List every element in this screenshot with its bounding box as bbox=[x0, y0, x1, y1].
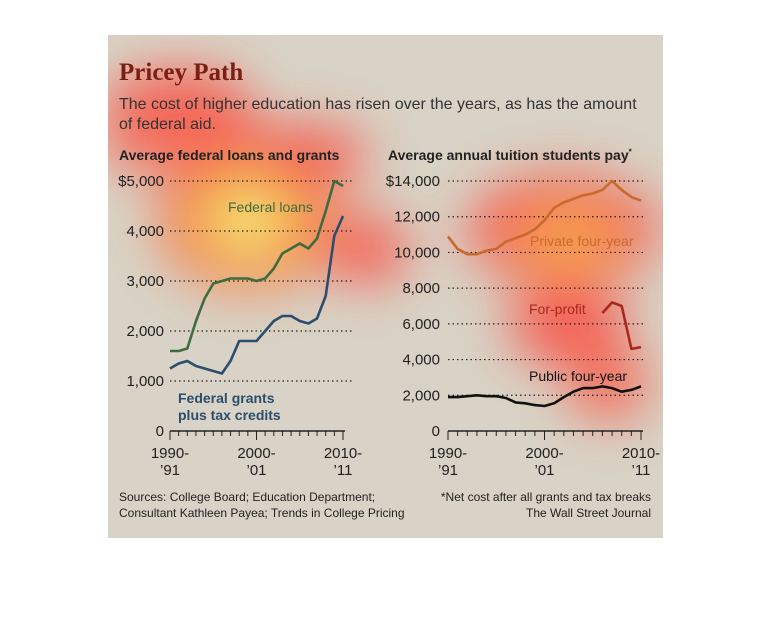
right-panel-title: Average annual tuition students pay* bbox=[388, 147, 632, 163]
x-tick-label: ’91 bbox=[160, 462, 180, 479]
y-tick-label: 10,000 bbox=[394, 244, 440, 261]
series-label-private: Private four-year bbox=[530, 233, 634, 249]
chart-title: Pricey Path bbox=[119, 59, 244, 86]
y-tick-label: 0 bbox=[156, 423, 164, 440]
left-chart: 0 1,000 2,000 3,000 4,000 $5,000 1990-’91 2000-… bbox=[118, 173, 362, 479]
right-panel-title-mark: * bbox=[628, 147, 632, 157]
x-tick-label: 2010- bbox=[324, 445, 362, 462]
x-tick-label: ’01 bbox=[246, 462, 266, 479]
series-label-federal-loans: Federal loans bbox=[228, 199, 313, 215]
y-tick-label: 4,000 bbox=[126, 223, 164, 240]
series-line-1 bbox=[170, 179, 344, 353]
x-tick-label: 2010- bbox=[622, 445, 660, 462]
y-tick-label: $14,000 bbox=[386, 173, 440, 190]
series-label-grants: plus tax credits bbox=[178, 407, 281, 423]
y-tick-label: 1,000 bbox=[126, 373, 164, 390]
y-tick-label: 4,000 bbox=[402, 352, 440, 369]
x-tick-label: ’01 bbox=[534, 462, 554, 479]
x-tick-label: ’11 bbox=[632, 462, 651, 479]
x-tick-label: 2000- bbox=[237, 445, 275, 462]
y-tick-label: 2,000 bbox=[126, 323, 164, 340]
y-tick-label: 6,000 bbox=[402, 316, 440, 333]
y-tick-label: $5,000 bbox=[118, 173, 164, 190]
source-line-2: Consultant Kathleen Payea; Trends in Col… bbox=[119, 506, 405, 520]
infographic: Pricey Path The cost of higher education… bbox=[108, 35, 663, 538]
left-panel-title: Average federal loans and grants bbox=[119, 147, 340, 163]
chart-subtitle: The cost of higher education has risen o… bbox=[119, 96, 637, 133]
series-line-3 bbox=[448, 385, 642, 408]
y-tick-label: 8,000 bbox=[402, 280, 440, 297]
x-tick-label: ’91 bbox=[438, 462, 458, 479]
footnote: *Net cost after all grants and tax break… bbox=[440, 490, 651, 504]
right-panel-title-text: Average annual tuition students pay bbox=[388, 147, 629, 163]
credit: The Wall Street Journal bbox=[526, 506, 651, 520]
series-line-2 bbox=[601, 301, 642, 351]
y-tick-label: 0 bbox=[432, 423, 440, 440]
x-tick-label: ’11 bbox=[334, 462, 353, 479]
right-chart: 0 2,000 4,000 6,000 8,000 10,000 12,000 $14,000… bbox=[386, 173, 660, 479]
footnote-block: *Net cost after all grants and tax break… bbox=[441, 489, 651, 521]
source-note: Sources: College Board; Education Depart… bbox=[119, 489, 405, 521]
series-label-public: Public four-year bbox=[529, 368, 627, 384]
series-line-2 bbox=[169, 215, 345, 375]
series-line-1 bbox=[446, 179, 642, 256]
x-tick-label: 2000- bbox=[525, 445, 563, 462]
attention-heatmap-overlay bbox=[108, 70, 658, 420]
y-tick-label: 2,000 bbox=[402, 387, 440, 404]
x-tick-label: 1990- bbox=[429, 445, 467, 462]
x-tick-label: 1990- bbox=[151, 445, 189, 462]
series-label-grants: Federal grants bbox=[178, 390, 275, 406]
y-tick-label: 3,000 bbox=[126, 273, 164, 290]
y-tick-label: 12,000 bbox=[394, 209, 440, 226]
source-line-1: Sources: College Board; Education Depart… bbox=[119, 490, 376, 504]
series-label-forprofit: For-profit bbox=[529, 301, 586, 317]
